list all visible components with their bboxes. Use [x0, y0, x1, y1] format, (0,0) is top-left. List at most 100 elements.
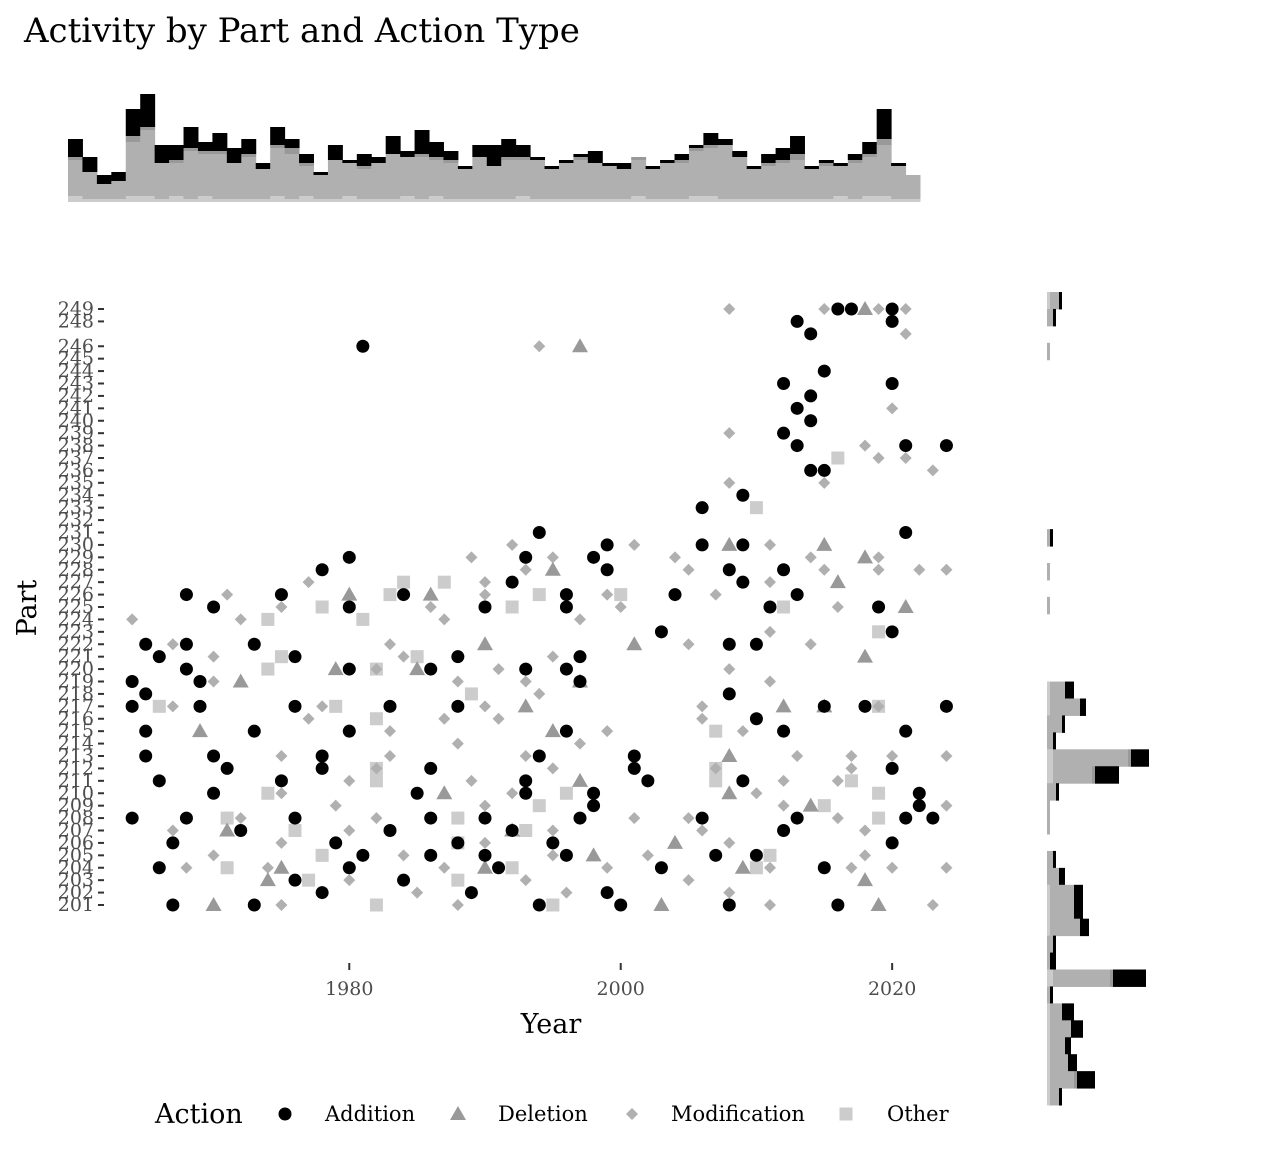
point-addition: [559, 724, 573, 738]
right-hist-bar-addition: [1068, 1054, 1077, 1072]
point-deletion: [544, 561, 561, 576]
right-hist-bar-addition: [1053, 732, 1056, 750]
point-addition: [247, 637, 261, 651]
y-tick-label: 234: [58, 484, 94, 506]
right-hist-bar-other: [1047, 1054, 1050, 1072]
point-other: [369, 712, 383, 726]
point-modification: [899, 452, 912, 464]
top-hist-bar-modification: [68, 160, 83, 196]
top-hist-bar-other: [356, 199, 372, 202]
top-hist-bar-addition: [645, 166, 661, 169]
point-addition: [139, 637, 153, 651]
top-hist-bar-addition: [457, 166, 473, 169]
point-modification: [316, 700, 329, 713]
right-hist-bar-deletion: [1128, 749, 1131, 767]
point-addition: [451, 650, 465, 664]
point-addition: [125, 675, 139, 688]
top-hist-bar-other: [804, 199, 820, 202]
top-hist-bar-addition: [125, 109, 141, 136]
top-hist-bar-deletion: [703, 145, 719, 148]
point-modification: [899, 327, 912, 340]
right-hist-bar-addition: [1080, 698, 1086, 716]
top-hist-bar-addition: [862, 142, 878, 154]
point-modification: [370, 812, 383, 825]
point-addition: [288, 873, 302, 887]
point-addition: [899, 724, 913, 738]
point-addition: [790, 401, 804, 415]
top-hist-bar-other: [183, 199, 199, 202]
point-deletion: [897, 599, 914, 613]
point-addition: [342, 600, 356, 614]
top-hist-bar-modification: [125, 142, 141, 196]
top-hist-bar-modification: [154, 163, 170, 199]
point-addition: [424, 811, 438, 825]
point-deletion: [436, 785, 453, 800]
top-hist-bar-other: [616, 199, 632, 202]
top-hist-bar-addition: [804, 166, 820, 169]
top-hist-bar-addition: [443, 151, 459, 160]
point-modification: [940, 799, 953, 812]
point-other: [261, 662, 275, 676]
point-addition: [736, 488, 750, 502]
point-deletion: [409, 661, 426, 676]
right-hist-bar-modification: [1047, 342, 1050, 361]
top-hist-bar-addition: [400, 151, 416, 157]
top-hist-bar-addition: [775, 148, 791, 160]
y-axis: 2012022032042052062072082092102112122132…: [58, 298, 104, 916]
y-tick-label: 232: [58, 509, 94, 531]
right-hist-bar-modification: [1047, 986, 1050, 1004]
top-hist-bar-modification: [602, 166, 618, 199]
top-hist-bar-modification: [703, 148, 719, 196]
right-hist-bar-addition: [1059, 867, 1065, 886]
top-hist-bar-modification: [255, 169, 271, 199]
top-hist-bar-deletion: [775, 160, 791, 163]
point-addition: [329, 836, 343, 850]
top-hist-bar-other: [876, 196, 892, 202]
point-addition: [139, 687, 153, 701]
point-addition: [600, 563, 614, 577]
point-other: [749, 501, 763, 515]
point-addition: [410, 786, 424, 800]
top-hist-bar-deletion: [790, 154, 805, 160]
point-modification: [506, 538, 519, 551]
top-hist-bar-other: [645, 199, 661, 202]
point-modification: [709, 762, 722, 775]
top-hist-bar-deletion: [68, 157, 83, 160]
y-tick-label: 218: [58, 683, 94, 705]
point-other: [872, 811, 886, 825]
point-modification: [519, 563, 532, 576]
point-modification: [940, 750, 953, 762]
point-deletion: [477, 859, 493, 874]
y-tick-label: 216: [58, 708, 94, 730]
right-hist-bar-modification: [1050, 1088, 1059, 1106]
right-hist-bar-addition: [1053, 850, 1056, 869]
point-modification: [546, 551, 559, 564]
top-hist-bar-addition: [313, 172, 329, 175]
point-modification: [682, 812, 695, 825]
top-hist-bar-deletion: [241, 154, 257, 157]
point-addition: [654, 861, 668, 875]
point-other: [546, 898, 560, 912]
point-modification: [384, 725, 396, 738]
point-addition: [587, 786, 601, 800]
point-modification: [384, 638, 396, 651]
top-hist-bar-modification: [299, 166, 314, 196]
top-hist-bar-other: [775, 199, 791, 202]
point-addition: [939, 699, 953, 713]
right-hist-bar-modification: [1047, 935, 1053, 954]
point-modification: [764, 538, 776, 551]
point-addition: [668, 588, 682, 602]
top-hist-bar-other: [660, 199, 676, 202]
right-hist-bar-addition: [1050, 986, 1053, 1004]
point-addition: [288, 699, 302, 713]
point-addition: [152, 650, 166, 664]
y-tick-label: 230: [58, 534, 94, 556]
point-modification: [492, 712, 505, 725]
point-modification: [818, 303, 831, 315]
top-hist-bar-other: [530, 199, 546, 202]
right-hist-bar-modification: [1047, 783, 1056, 801]
point-modification: [411, 886, 424, 899]
top-hist-bar-addition: [96, 175, 112, 184]
point-modification: [831, 601, 844, 613]
y-tick-label: 212: [58, 757, 94, 779]
